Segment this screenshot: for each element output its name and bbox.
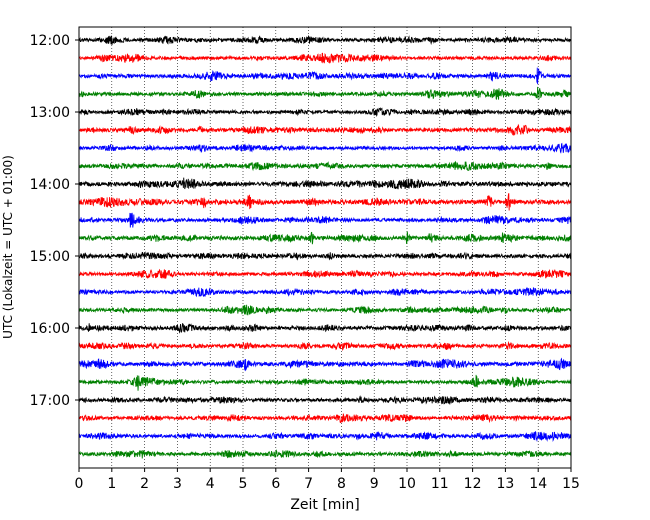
x-tick-label: 8 — [337, 476, 346, 492]
x-tick-label: 5 — [239, 476, 248, 492]
y-tick-label: 15:00 — [30, 249, 70, 265]
trace-1730 — [78, 431, 572, 443]
x-tick-label: 1 — [107, 476, 116, 492]
trace-1215 — [78, 52, 572, 64]
trace-1200 — [78, 34, 572, 46]
x-tick-label: 7 — [304, 476, 313, 492]
y-axis: 12:00 13:00 14:00 15:00 16:00 17:00 — [30, 33, 79, 409]
x-tick-label: 0 — [75, 476, 84, 492]
trace-1315 — [78, 123, 572, 136]
x-axis-label: Zeit [min] — [290, 497, 359, 513]
x-axis: 0 1 2 3 4 5 6 7 8 9 10 11 12 13 14 15 — [75, 468, 580, 492]
trace-1600 — [78, 323, 572, 334]
trace-1515 — [78, 268, 572, 279]
trace-1430 — [78, 212, 572, 228]
trace-1300 — [78, 107, 572, 117]
trace-1330 — [78, 142, 572, 154]
trace-1530 — [78, 286, 572, 298]
trace-1245 — [78, 86, 572, 100]
y-tick-label: 16:00 — [30, 321, 70, 337]
y-tick-label: 14:00 — [30, 177, 70, 193]
trace-1445 — [78, 231, 572, 245]
x-tick-label: 14 — [529, 476, 547, 492]
trace-1630 — [78, 357, 572, 372]
y-tick-label: 12:00 — [30, 33, 70, 49]
x-tick-label: 12 — [464, 476, 482, 492]
x-tick-label: 3 — [173, 476, 182, 492]
x-tick-label: 2 — [140, 476, 149, 492]
trace-1545 — [78, 304, 572, 316]
trace-1745 — [78, 449, 572, 459]
trace-1345 — [78, 160, 572, 172]
x-tick-label: 9 — [370, 476, 379, 492]
trace-1500 — [78, 251, 572, 261]
trace-1700 — [78, 395, 572, 406]
x-tick-label: 4 — [206, 476, 215, 492]
x-tick-label: 15 — [562, 476, 580, 492]
x-tick-label: 10 — [398, 476, 416, 492]
y-tick-label: 13:00 — [30, 105, 70, 121]
trace-1400 — [78, 177, 572, 190]
x-tick-label: 6 — [271, 476, 280, 492]
y-axis-label: UTC (Lokalzeit = UTC + 01:00) — [1, 155, 15, 339]
x-tick-label: 11 — [431, 476, 449, 492]
trace-1415 — [78, 193, 572, 211]
trace-1230 — [78, 67, 572, 85]
y-tick-label: 17:00 — [30, 393, 70, 409]
trace-1715 — [78, 413, 572, 424]
traces — [78, 34, 572, 459]
x-tick-label: 13 — [496, 476, 514, 492]
trace-1615 — [78, 340, 572, 352]
plot-frame — [78, 26, 572, 469]
trace-1645 — [78, 374, 572, 391]
